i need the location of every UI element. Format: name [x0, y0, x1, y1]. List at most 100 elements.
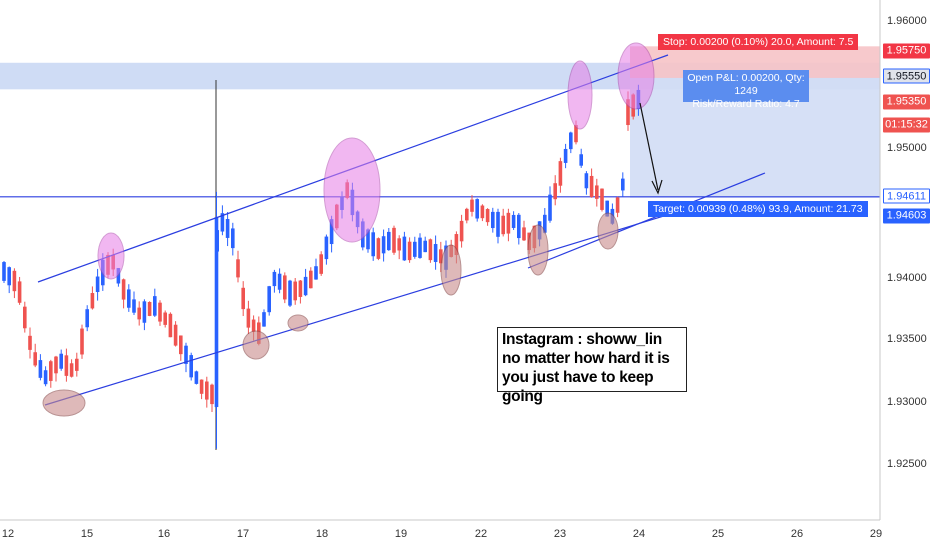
candle-body: [470, 199, 474, 212]
candle-body: [189, 355, 193, 378]
candle-body: [95, 276, 100, 293]
candle-body: [543, 214, 547, 233]
candle-body: [324, 236, 329, 260]
candle-body: [439, 249, 443, 264]
projection-arrow-head: [651, 179, 663, 195]
candle-body: [491, 211, 495, 229]
candle-body: [319, 254, 323, 274]
candle-body: [142, 301, 147, 323]
projection-arrow-line: [639, 102, 659, 191]
candle-body: [75, 358, 79, 371]
candle-body: [402, 236, 407, 261]
candle-body: [2, 262, 6, 281]
candle-body: [205, 381, 209, 400]
candle-body: [496, 211, 500, 237]
candle-body: [517, 214, 521, 239]
candle-body: [246, 308, 251, 328]
candle-body: [137, 307, 141, 320]
swing-low-highlight: [440, 244, 462, 296]
candle-body: [90, 293, 95, 309]
candle-body: [283, 275, 287, 300]
candle-body: [511, 214, 516, 228]
candle-body: [574, 125, 578, 143]
swing-high-highlight: [567, 60, 593, 130]
candle-body: [194, 371, 199, 384]
candle-body: [418, 237, 422, 258]
candle-body: [553, 183, 557, 200]
candle-body: [23, 306, 27, 329]
candle-body: [158, 302, 162, 322]
candle-body: [589, 175, 594, 197]
candle-body: [168, 313, 173, 338]
inner-trend-line: [527, 172, 766, 269]
candle-body: [147, 301, 152, 316]
candle-body: [314, 266, 318, 280]
candle-body: [392, 227, 396, 253]
candle-body: [241, 287, 245, 310]
candle-body: [163, 312, 167, 325]
candle-body: [433, 244, 438, 262]
candle-body: [225, 218, 230, 238]
candle-body: [397, 238, 401, 251]
swing-high-highlight: [617, 42, 655, 110]
candle-body: [298, 280, 303, 297]
candle-body: [569, 132, 573, 150]
stop-loss-zone: [630, 46, 880, 78]
candle-body: [621, 178, 625, 191]
candle-body: [423, 240, 427, 253]
candle-body: [454, 234, 459, 256]
candle-body: [407, 241, 412, 261]
candle-body: [236, 259, 240, 278]
candle-body: [501, 215, 505, 235]
candle-body: [127, 289, 131, 308]
candle-body: [293, 281, 297, 301]
candle-body: [579, 154, 583, 166]
swing-low-highlight: [597, 212, 619, 250]
channel-lower-line: [44, 207, 691, 406]
swing-high-highlight: [323, 137, 381, 243]
candle-body: [184, 345, 188, 364]
candle-body: [475, 199, 479, 219]
take-profit-zone: [630, 77, 880, 198]
candle-body: [220, 213, 225, 232]
swing-low-highlight: [242, 330, 270, 360]
candle-body: [465, 208, 469, 221]
candle-body: [33, 352, 37, 366]
candle-body: [615, 197, 620, 213]
candle-body: [49, 361, 53, 381]
candle-body: [288, 280, 292, 306]
candle-body: [17, 281, 22, 303]
candle-body: [626, 99, 630, 126]
candle-body: [267, 286, 271, 313]
candle-body: [210, 384, 214, 405]
candle-body: [413, 241, 417, 257]
candle-body: [231, 228, 235, 249]
candle-body: [558, 161, 563, 186]
candle-body: [381, 236, 386, 254]
candle-body: [595, 185, 599, 199]
candle-body: [38, 360, 43, 378]
candle-body: [54, 356, 58, 374]
candle-body: [80, 328, 84, 355]
candle-body: [387, 231, 391, 251]
candle-body: [153, 296, 157, 316]
candle-body: [480, 205, 485, 219]
candle-body: [132, 299, 136, 313]
candle-body: [179, 335, 183, 355]
candle-body: [548, 194, 552, 221]
candle-body: [85, 309, 89, 328]
candle-body: [485, 209, 490, 223]
candle-body: [173, 324, 178, 346]
candle-body: [329, 219, 334, 245]
candle-body: [600, 188, 604, 210]
candle-body: [584, 173, 589, 189]
candle-body: [12, 270, 17, 292]
candle-body: [214, 217, 219, 408]
candle-body: [28, 335, 32, 350]
candle-body: [309, 270, 313, 289]
candle-body: [605, 200, 609, 217]
candle-body: [251, 319, 256, 332]
candle-body: [563, 148, 568, 163]
candle-body: [522, 227, 526, 241]
